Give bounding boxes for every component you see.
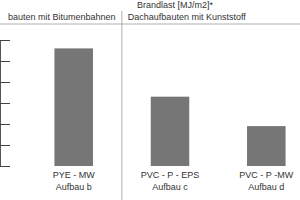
tick-mark (0, 82, 10, 83)
group-header: bauten mit Bitumenbahnen (8, 12, 116, 22)
category-label: PVC - P -MWAufbau d (239, 170, 293, 192)
tick (0, 124, 10, 125)
bar (247, 126, 286, 166)
tick (0, 40, 10, 41)
tick (0, 82, 10, 83)
tick-mark (0, 124, 10, 125)
tick-mark (0, 103, 10, 104)
tick-mark (0, 40, 10, 41)
group-header: Dachaufbauten mit Kunststoff (128, 12, 246, 22)
bars (54, 48, 285, 166)
tick (0, 103, 10, 104)
y-axis (0, 41, 10, 167)
axis-line (1, 41, 11, 167)
bar (151, 97, 190, 166)
tick (0, 61, 10, 62)
chart: Brandlast [MJ/m2]* bauten mit Bitumenbahn… (0, 0, 300, 200)
tick-mark (0, 166, 10, 167)
bar (54, 48, 93, 166)
tick-mark (0, 145, 10, 146)
title: Brandlast [MJ/m2]* (137, 0, 214, 10)
tick (0, 145, 10, 146)
category-label: PYE - MWAufbau b (53, 170, 96, 192)
group-separator (121, 11, 122, 200)
header-line (0, 24, 300, 25)
tick-mark (0, 61, 10, 62)
tick (0, 166, 10, 167)
category-label: PVC - P - EPSAufbau c (141, 170, 199, 192)
